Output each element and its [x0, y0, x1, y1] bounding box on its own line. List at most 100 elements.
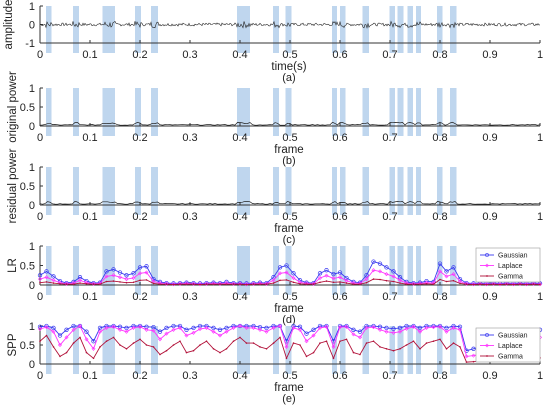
- data-point-laplace: [377, 327, 383, 332]
- data-point-gamma: [359, 353, 361, 356]
- data-point-laplace: [291, 325, 296, 330]
- x-tick-label: 0.5: [282, 211, 297, 223]
- data-point-laplace: [451, 325, 456, 330]
- x-tick-label: 0.5: [282, 370, 297, 382]
- data-point-laplace: [137, 324, 143, 329]
- data-point-gamma: [379, 278, 381, 281]
- y-axis-label: SPP: [7, 333, 19, 356]
- data-point-gamma: [412, 283, 415, 286]
- data-point-laplace: [457, 327, 463, 332]
- data-point-gaussian: [444, 269, 449, 274]
- data-point-gamma: [172, 283, 175, 286]
- y-axis-label: residual power: [7, 148, 19, 223]
- highlight-band: [416, 246, 421, 295]
- data-point-laplace: [444, 274, 449, 279]
- data-point-gamma: [305, 283, 308, 286]
- data-point-gamma: [499, 283, 501, 286]
- highlight-band: [437, 6, 443, 53]
- data-point-gamma: [132, 342, 135, 344]
- legend-marker-gamma: [486, 275, 488, 277]
- data-point-gamma: [112, 280, 115, 282]
- x-tick-label: 0: [37, 291, 43, 303]
- x-tick-label: 0: [37, 211, 43, 223]
- x-tick-label: 0.6: [332, 49, 347, 61]
- data-point-gamma: [379, 346, 381, 348]
- data-point-gaussian: [437, 261, 443, 266]
- x-tick-label: 0.1: [82, 49, 97, 61]
- data-point-laplace: [111, 324, 116, 329]
- data-point-laplace: [411, 324, 416, 329]
- data-point-laplace: [37, 326, 43, 332]
- data-point-gamma: [465, 283, 468, 286]
- y-tick-label: 0: [29, 280, 35, 292]
- panel-caption: (c): [283, 234, 296, 246]
- x-tick-label: 0.6: [332, 370, 347, 382]
- data-point-gamma: [399, 348, 401, 350]
- data-point-laplace: [471, 353, 476, 358]
- data-point-laplace: [377, 269, 383, 274]
- data-point-laplace: [204, 325, 209, 330]
- data-point-gamma: [172, 344, 175, 346]
- x-tick-label: 0.4: [232, 291, 247, 303]
- x-tick-label: 0.9: [482, 291, 497, 303]
- data-point-gamma: [445, 348, 448, 350]
- data-point-gamma: [185, 351, 188, 354]
- data-point-gaussian: [164, 325, 169, 331]
- data-point-gamma: [139, 279, 141, 282]
- data-point-gamma: [432, 283, 435, 286]
- x-tick-label: 0.9: [482, 49, 497, 61]
- data-point-gamma: [145, 344, 148, 346]
- data-point-laplace: [177, 325, 183, 330]
- data-point-gamma: [65, 351, 68, 354]
- data-point-gaussian: [157, 329, 163, 334]
- data-point-laplace: [324, 273, 329, 278]
- data-point-laplace: [171, 327, 176, 332]
- highlight-band: [450, 167, 457, 215]
- x-tick-label: 0.2: [132, 291, 147, 303]
- highlight-band: [389, 6, 395, 53]
- series-line-gaussian: [39, 261, 541, 284]
- data-point-gamma: [359, 283, 361, 286]
- x-tick-label: 0.8: [432, 211, 447, 223]
- data-point-laplace: [357, 335, 363, 340]
- data-point-laplace: [164, 331, 169, 336]
- data-point-gamma: [219, 351, 221, 354]
- data-point-gaussian: [217, 327, 223, 332]
- data-point-laplace: [217, 333, 223, 338]
- data-point-gamma: [192, 349, 195, 352]
- highlight-band: [102, 88, 115, 136]
- data-point-gamma: [85, 351, 88, 354]
- data-point-gamma: [425, 342, 428, 344]
- data-point-gamma: [119, 281, 121, 283]
- x-tick-label: 0.3: [182, 291, 197, 303]
- data-point-laplace: [491, 281, 496, 286]
- data-point-gaussian: [144, 264, 149, 269]
- highlight-band: [437, 167, 443, 215]
- highlight-band: [73, 6, 79, 53]
- data-point-gamma: [199, 344, 201, 346]
- panel-caption: (e): [282, 393, 295, 405]
- y-tick-label: 1: [29, 83, 35, 95]
- highlight-band: [73, 326, 79, 374]
- y-axis-label: original power: [7, 71, 19, 143]
- highlight-band: [397, 88, 404, 136]
- x-tick-label: 0.8: [432, 132, 447, 144]
- x-tick-label: 0.1: [82, 291, 97, 303]
- data-point-gamma: [419, 348, 421, 350]
- data-point-laplace: [437, 269, 443, 274]
- y-tick-label: 1: [29, 162, 35, 174]
- data-point-gamma: [539, 283, 541, 286]
- data-point-gamma: [339, 340, 341, 343]
- x-tick-label: 0.4: [232, 49, 247, 61]
- data-point-gamma: [345, 282, 348, 284]
- data-point-laplace: [57, 342, 63, 348]
- data-point-gamma: [139, 338, 141, 341]
- data-point-gamma: [419, 283, 421, 286]
- x-tick-label: 1: [537, 132, 543, 144]
- data-point-gamma: [72, 283, 75, 286]
- x-tick-label: 0.6: [332, 211, 347, 223]
- highlight-band: [389, 167, 395, 215]
- data-point-gamma: [92, 357, 95, 360]
- panel-b: 0 0.1 0.2 0.3 0.4 0.5 0.6 0.7 0.8 0.9 1 0 0.5 1 origin…: [7, 71, 543, 167]
- data-point-gaussian: [184, 327, 189, 332]
